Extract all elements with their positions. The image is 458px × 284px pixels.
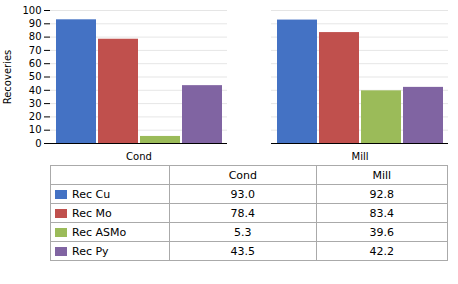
svg-text:40: 40 [29,85,42,96]
html-text:Rec Mo: Rec Mo [72,206,112,220]
html-text:93.0: 93.0 [230,187,256,201]
html-text:Rec Cu: Rec Cu [72,187,111,201]
svg-text:0: 0 [35,138,41,149]
html-text:Rec Py: Rec Py [72,244,109,258]
svg-text:50: 50 [29,71,42,82]
html-text:Mill: Mill [372,168,392,182]
svg-text:Cond: Cond [126,151,152,162]
svg-text:Recoveries: Recoveries [2,50,13,105]
svg-text:Mill: Mill [352,151,369,162]
html-text:43.5: 43.5 [230,244,256,258]
html-text:78.4: 78.4 [230,206,256,220]
svg-text:90: 90 [29,18,42,29]
svg-text:100: 100 [22,5,41,16]
html-text:Rec ASMo: Rec ASMo [72,225,127,239]
svg-text:80: 80 [29,31,42,42]
svg-text:30: 30 [29,98,42,109]
html-text:5.3: 5.3 [234,225,252,239]
html-text:42.2: 42.2 [369,244,395,258]
html-text:39.6: 39.6 [369,225,395,239]
html-text:83.4: 83.4 [369,206,395,220]
svg-text:10: 10 [29,124,42,135]
svg-text:70: 70 [29,45,42,56]
svg-text:60: 60 [29,58,42,69]
html-text:Cond: Cond [228,168,257,182]
html-text:92.8: 92.8 [369,187,395,201]
svg-text:20: 20 [29,111,42,122]
